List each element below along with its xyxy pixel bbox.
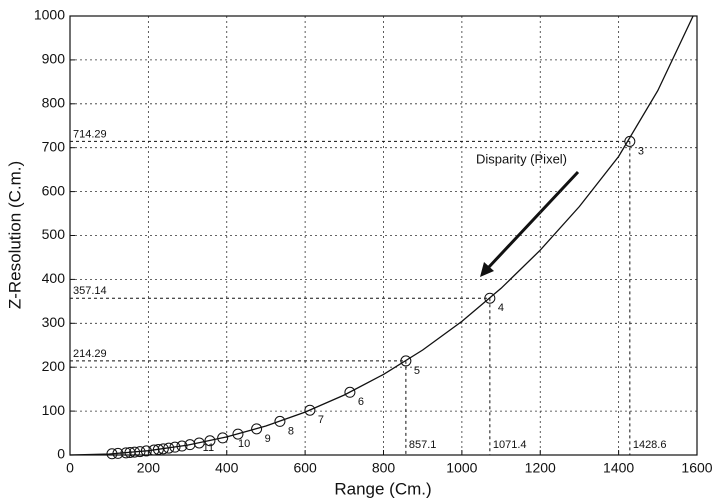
point-label: 3 bbox=[638, 145, 644, 157]
x-tick-label: 1000 bbox=[446, 460, 477, 476]
point-label: 8 bbox=[288, 425, 294, 437]
y-tick-label: 600 bbox=[42, 182, 66, 198]
point-label: 9 bbox=[265, 433, 271, 445]
point-label: 5 bbox=[414, 365, 420, 377]
x-tick-label: 400 bbox=[215, 460, 239, 476]
x-tick-label: 200 bbox=[137, 460, 161, 476]
y-tick-label: 900 bbox=[42, 51, 66, 67]
y-tick-label: 100 bbox=[42, 402, 66, 418]
y-tick-label: 400 bbox=[42, 270, 66, 286]
reference-label: 857.1 bbox=[409, 439, 437, 451]
chart: Range (Cm.) Z-Resolution (C.m.) Disparit… bbox=[0, 0, 722, 504]
y-tick-label: 200 bbox=[42, 358, 66, 374]
annotation: Disparity (Pixel) bbox=[476, 151, 567, 166]
y-tick-label: 0 bbox=[57, 446, 65, 462]
y-tick-label: 700 bbox=[42, 138, 66, 154]
reference-label: 214.29 bbox=[73, 348, 107, 360]
x-tick-label: 1400 bbox=[603, 460, 634, 476]
y-tick-label: 800 bbox=[42, 95, 66, 111]
x-tick-label: 1200 bbox=[525, 460, 556, 476]
background bbox=[0, 0, 722, 504]
point-label: 7 bbox=[318, 414, 324, 426]
x-axis-title: Range (Cm.) bbox=[334, 479, 431, 498]
y-tick-label: 300 bbox=[42, 314, 66, 330]
reference-label: 1071.4 bbox=[493, 439, 527, 451]
x-tick-label: 800 bbox=[372, 460, 396, 476]
reference-label: 1428.6 bbox=[633, 439, 667, 451]
point-label: 11 bbox=[203, 442, 214, 454]
y-tick-label: 1000 bbox=[34, 7, 65, 23]
y-tick-label: 500 bbox=[42, 226, 66, 242]
x-tick-label: 600 bbox=[293, 460, 317, 476]
point-label: 10 bbox=[238, 438, 250, 450]
reference-label: 714.29 bbox=[73, 128, 107, 140]
x-tick-label: 1600 bbox=[681, 460, 712, 476]
y-axis-title: Z-Resolution (C.m.) bbox=[5, 161, 24, 309]
reference-label: 357.14 bbox=[73, 285, 107, 297]
point-label: 6 bbox=[358, 396, 364, 408]
x-tick-label: 0 bbox=[66, 460, 74, 476]
point-label: 4 bbox=[498, 302, 504, 314]
